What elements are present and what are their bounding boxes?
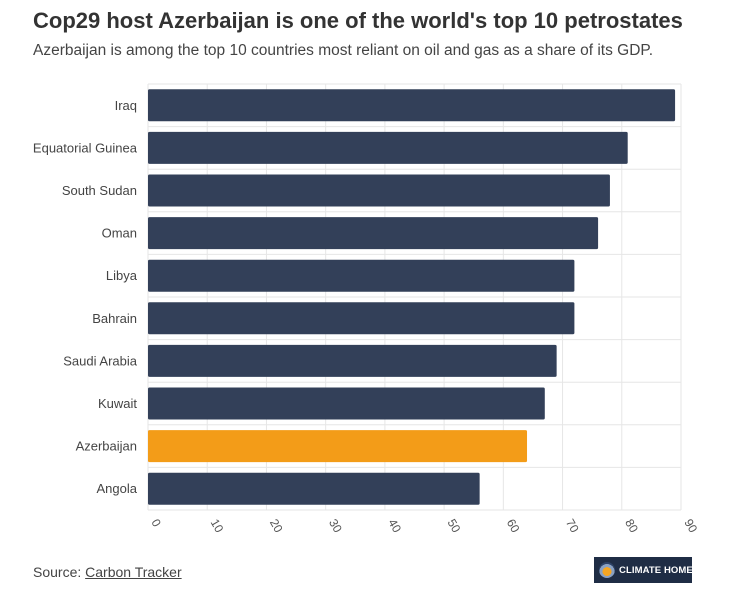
x-tick-label: 70 bbox=[563, 517, 582, 536]
category-label: Equatorial Guinea bbox=[33, 140, 138, 155]
climate-home-logo[interactable]: CLIMATE HOME bbox=[594, 557, 693, 583]
source-link[interactable]: Carbon Tracker bbox=[85, 564, 182, 580]
bar-kuwait[interactable] bbox=[148, 387, 545, 420]
chart-subtitle: Azerbaijan is among the top 10 countries… bbox=[33, 42, 654, 59]
category-label: South Sudan bbox=[62, 183, 137, 198]
source-prefix: Source: bbox=[33, 564, 86, 580]
category-label: Bahrain bbox=[92, 311, 137, 326]
x-tick-label: 20 bbox=[267, 517, 286, 536]
x-tick-label: 30 bbox=[326, 517, 345, 536]
logo-text: CLIMATE HOME bbox=[619, 564, 693, 576]
bar-chart: Iraq Equatorial Guinea South Sudan Oman Liby… bbox=[33, 83, 700, 536]
bar-bahrain[interactable] bbox=[148, 302, 575, 335]
bar-oman[interactable] bbox=[148, 217, 599, 250]
bars bbox=[148, 89, 676, 505]
x-tick-label: 80 bbox=[622, 517, 641, 536]
category-labels: Iraq Equatorial Guinea South Sudan Oman Liby… bbox=[33, 98, 138, 496]
x-tick-label: 10 bbox=[208, 517, 227, 536]
category-label: Angola bbox=[97, 481, 138, 496]
category-label: Azerbaijan bbox=[76, 439, 137, 454]
category-label: Libya bbox=[106, 268, 138, 283]
x-tick-label: 50 bbox=[445, 517, 464, 536]
category-label: Kuwait bbox=[98, 396, 137, 411]
bar-equatorial-guinea[interactable] bbox=[148, 131, 628, 164]
x-tick-label: 0 bbox=[148, 517, 164, 530]
bar-libya[interactable] bbox=[148, 259, 575, 292]
category-label: Oman bbox=[102, 226, 137, 241]
bar-angola[interactable] bbox=[148, 472, 480, 505]
bar-iraq[interactable] bbox=[148, 89, 676, 122]
x-tick-label: 60 bbox=[504, 517, 523, 536]
globe-logo-icon bbox=[599, 562, 615, 578]
bar-saudi-arabia[interactable] bbox=[148, 344, 557, 377]
x-tick-label: 90 bbox=[681, 517, 700, 536]
chart-title: Cop29 host Azerbaijan is one of the worl… bbox=[33, 8, 683, 33]
category-label: Saudi Arabia bbox=[63, 353, 137, 368]
x-tick-label: 40 bbox=[385, 517, 404, 536]
bar-azerbaijan[interactable] bbox=[148, 430, 528, 463]
category-label: Iraq bbox=[115, 98, 137, 113]
grid-lines bbox=[147, 83, 682, 511]
x-axis-ticks: 0 10 20 30 40 50 60 70 80 90 bbox=[148, 517, 700, 536]
source-note: Source: Carbon Tracker bbox=[33, 564, 182, 580]
bar-south-sudan[interactable] bbox=[148, 174, 610, 207]
